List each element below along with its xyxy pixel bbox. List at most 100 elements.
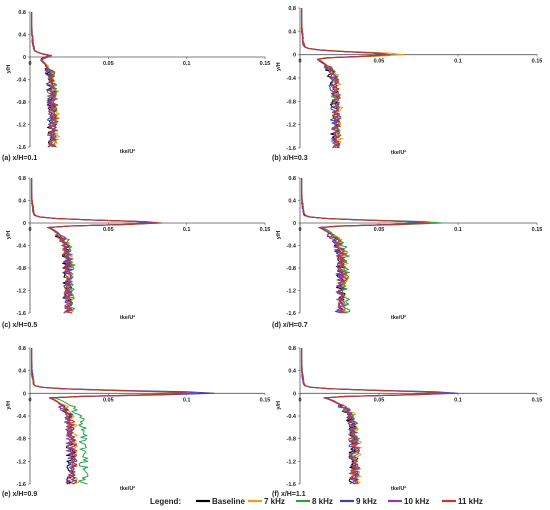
series-line-10-khz	[301, 178, 428, 314]
panel-2: 0.8 0.4 0 -0.4 -0.8 -1.2 -1.6 0 0.05 0.1 0.15 y/H tk…	[272, 6, 542, 162]
y-tick-label: 0.8	[288, 346, 296, 352]
y-tick-label: -1.2	[287, 123, 296, 129]
series-line-8-khz	[301, 8, 392, 149]
y-tick-label: -1.6	[287, 482, 296, 488]
series-line-9-khz	[301, 178, 421, 314]
x-tick-label: 0.05	[374, 227, 385, 233]
panel-caption: (d) x/H=0.7	[272, 322, 308, 329]
series-line-11-khz	[31, 12, 59, 148]
series-line-baseline	[31, 348, 187, 485]
y-tick-label: 0.4	[18, 199, 27, 205]
y-tick-label: 0	[293, 221, 296, 227]
x-tick-label: 0.05	[103, 227, 114, 233]
panel-5: 0.8 0.4 0 -0.4 -0.8 -1.2 -1.6 0 0.05 0.1 0.15 y/H tk…	[2, 346, 270, 498]
x-tick-label: 0.15	[532, 397, 543, 403]
panel-4: 0.8 0.4 0 -0.4 -0.8 -1.2 -1.6 0 0.05 0.1 0.15 y/H tk…	[272, 176, 542, 329]
panel-caption: (e) x/H=0.9	[2, 491, 37, 498]
y-tick-label: 0.4	[18, 369, 27, 375]
x-tick-label: 0.15	[532, 227, 543, 233]
y-axis-label: y/H	[6, 65, 12, 74]
series-line-11-khz	[31, 178, 163, 314]
series-line-7-khz	[31, 348, 180, 485]
x-tick-label: 0.15	[532, 59, 543, 65]
y-tick-label: 0.8	[288, 6, 296, 12]
legend-item: Baseline	[196, 497, 245, 506]
y-tick-label: -1.2	[287, 289, 296, 295]
y-tick-label: -0.8	[17, 100, 26, 106]
legend-label: 10 kHz	[404, 497, 429, 506]
series-line-11-khz	[31, 348, 190, 485]
series-line-baseline	[301, 348, 442, 485]
y-tick-label: -1.6	[17, 145, 26, 151]
x-axis-label: tke/U²	[120, 148, 135, 155]
legend-title: Legend:	[150, 497, 181, 506]
series-line-8-khz	[301, 178, 443, 314]
y-tick-label: -1.6	[287, 146, 296, 152]
x-tick-label: 0.1	[454, 59, 462, 65]
x-tick-label: 0.1	[183, 227, 191, 233]
series-line-7-khz	[31, 178, 152, 314]
x-tick-label: 0	[298, 397, 301, 403]
y-axis-label: y/H	[276, 401, 282, 410]
y-tick-label: 0.8	[288, 176, 296, 182]
panel-3: 0.8 0.4 0 -0.4 -0.8 -1.2 -1.6 0 0.05 0.1 0.15 y/H tk…	[2, 176, 270, 329]
legend-item: 11 kHz	[442, 497, 483, 506]
x-tick-label: 0.1	[183, 397, 191, 403]
y-tick-label: -0.8	[287, 437, 296, 443]
x-tick-label: 0.05	[103, 397, 114, 403]
y-tick-label: -1.2	[17, 289, 26, 295]
legend-label: 8 kHz	[312, 497, 333, 506]
y-tick-label: -1.2	[17, 123, 26, 129]
series-line-9-khz	[301, 348, 458, 485]
x-tick-label: 0.05	[374, 59, 385, 65]
y-tick-label: -1.2	[287, 459, 296, 465]
panel-caption: (a) x/H=0.1	[2, 155, 37, 162]
y-tick-label: -1.2	[17, 459, 26, 465]
y-tick-label: -0.8	[287, 99, 296, 105]
x-axis-label: tke/U²	[391, 485, 406, 492]
y-tick-label: -0.4	[17, 414, 27, 420]
panel-1: 0.8 0.4 0 -0.4 -0.8 -1.2 -1.6 0 0.05 0.1 0.15 y/H tk…	[2, 10, 270, 162]
y-tick-label: 0.4	[18, 33, 27, 39]
y-axis-label: y/H	[276, 231, 282, 240]
y-tick-label: -0.8	[17, 437, 26, 443]
legend-item: 8 kHz	[296, 497, 333, 506]
x-axis-label: tke/U²	[391, 149, 406, 156]
y-tick-label: 0.8	[18, 10, 26, 16]
y-tick-label: -0.4	[287, 414, 297, 420]
y-tick-label: -0.8	[287, 266, 296, 272]
y-tick-label: 0.8	[18, 346, 26, 352]
x-axis-label: tke/U²	[391, 314, 406, 321]
x-tick-label: 0	[28, 397, 31, 403]
legend-label: 7 kHz	[264, 497, 285, 506]
y-tick-label: -0.8	[17, 266, 26, 272]
series-line-8-khz	[301, 348, 440, 485]
y-tick-label: 0	[293, 53, 296, 59]
series-line-11-khz	[301, 348, 444, 485]
y-tick-label: -0.4	[17, 244, 27, 250]
series-line-9-khz	[301, 8, 383, 149]
x-tick-label: 0.15	[260, 397, 271, 403]
series-line-8-khz	[31, 178, 154, 314]
y-tick-label: 0	[23, 221, 26, 227]
x-tick-label: 0.1	[183, 61, 191, 67]
legend-item: 9 kHz	[340, 497, 377, 506]
y-tick-label: 0.4	[288, 199, 297, 205]
y-tick-label: 0.8	[18, 176, 26, 182]
series-line-9-khz	[31, 178, 152, 314]
y-tick-label: 0	[23, 55, 26, 61]
y-tick-label: -0.4	[287, 244, 297, 250]
x-axis-label: tke/U²	[120, 485, 135, 492]
legend-label: Baseline	[212, 497, 245, 506]
series-line-9-khz	[31, 348, 215, 485]
x-tick-label: 0.05	[374, 397, 385, 403]
y-axis-label: y/H	[276, 62, 282, 71]
series-line-10-khz	[301, 8, 386, 149]
panel-caption: (b) x/H=0.3	[272, 155, 308, 162]
series-line-baseline	[301, 8, 388, 149]
series-line-7-khz	[301, 348, 447, 485]
x-tick-label: 0.1	[454, 397, 462, 403]
legend-label: 11 kHz	[458, 497, 483, 506]
series-line-11-khz	[301, 8, 391, 149]
